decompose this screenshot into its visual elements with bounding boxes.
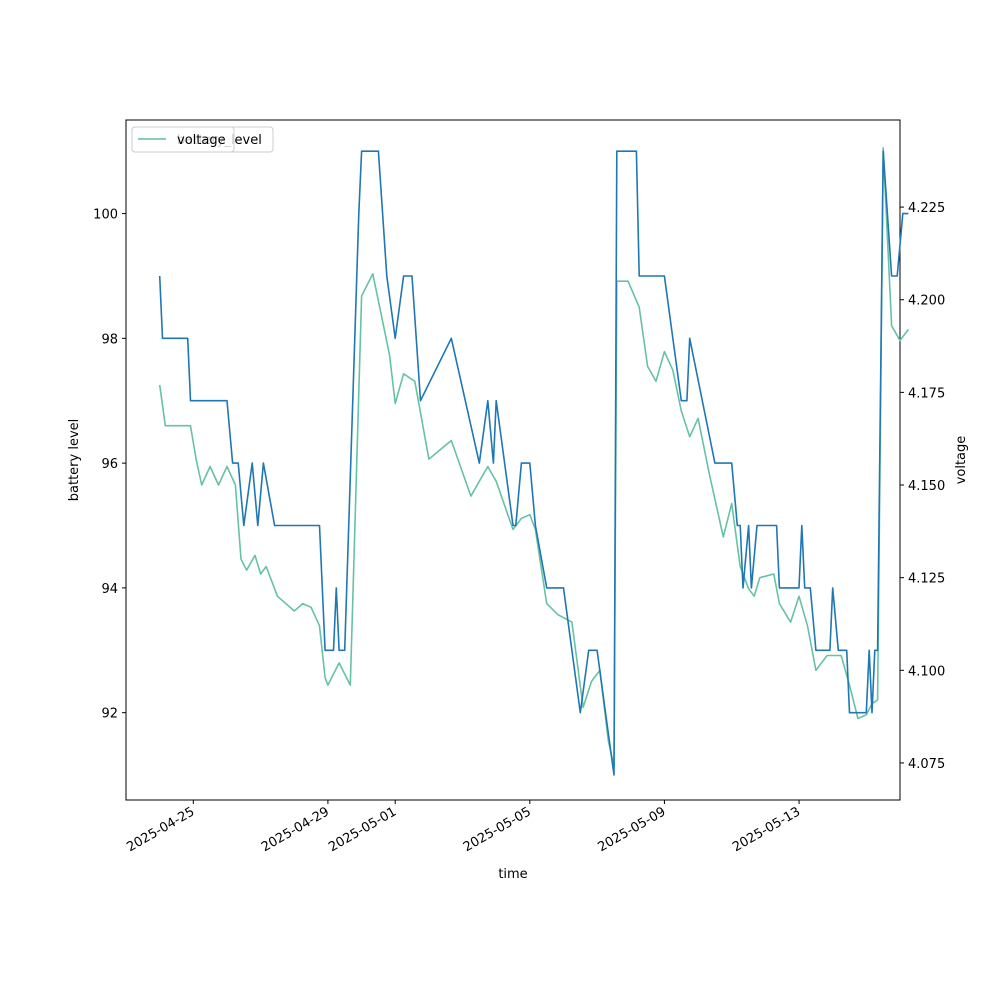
left-y-axis-label: battery level: [67, 419, 82, 502]
left-y-axis: 92 94 96 98 100: [93, 208, 126, 722]
legend-box-voltage: [131, 126, 235, 153]
x-tick-label: 2025-04-25: [124, 804, 197, 855]
right-y-tick-label: 4.200: [908, 294, 945, 309]
x-tick-label: 2025-05-01: [326, 804, 399, 855]
x-tick-label: 2025-05-05: [461, 804, 534, 855]
right-y-tick-label: 4.075: [908, 757, 945, 772]
right-y-tick-label: 4.225: [908, 201, 945, 216]
x-tick-label: 2025-04-29: [259, 804, 332, 855]
x-tick-label: 2025-05-09: [595, 804, 668, 855]
right-y-tick-label: 4.175: [908, 386, 945, 401]
right-y-axis: 4.075 4.100 4.125 4.150 4.175 4.200 4.225: [900, 201, 945, 772]
plot-area-frame: [125, 119, 901, 801]
x-axis-label: time: [498, 867, 527, 882]
x-tick-label: 2025-05-13: [730, 804, 803, 855]
plot-lines: [158, 147, 910, 776]
left-y-tick-label: 98: [101, 332, 118, 347]
right-y-tick-label: 4.100: [908, 664, 945, 679]
left-y-tick-label: 92: [101, 707, 118, 722]
left-y-tick-label: 96: [101, 457, 118, 472]
battery-level-line: [158, 150, 909, 776]
left-y-tick-label: 94: [101, 582, 118, 597]
voltage-line: [158, 147, 910, 768]
right-y-tick-label: 4.125: [908, 572, 945, 587]
right-y-axis-label: voltage: [954, 436, 969, 485]
legend-label-voltage: voltage: [177, 133, 226, 148]
left-y-tick-label: 100: [93, 208, 118, 223]
right-y-tick-label: 4.150: [908, 479, 945, 494]
